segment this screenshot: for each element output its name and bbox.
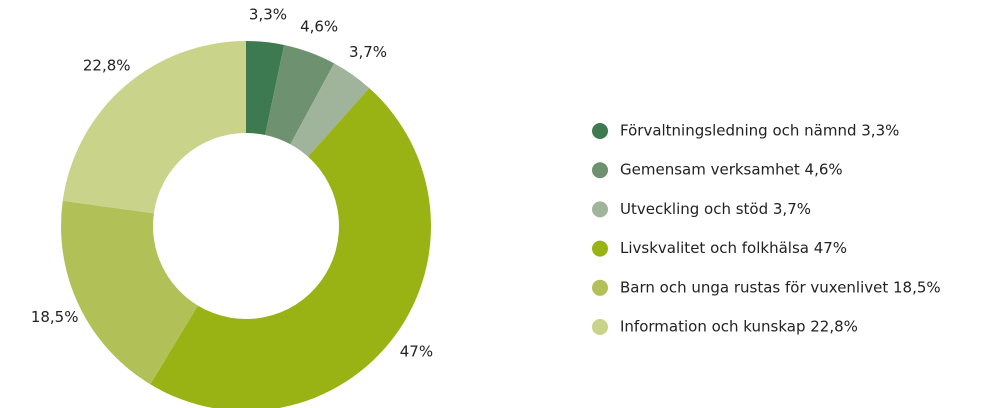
legend-label: Gemensam verksamhet 4,6% <box>620 161 843 179</box>
legend-label: Livskvalitet och folkhälsa 47% <box>620 239 847 257</box>
data-label: 4,6% <box>300 18 338 36</box>
data-label: 3,7% <box>349 43 387 61</box>
donut-slice <box>62 41 246 214</box>
legend-label: Utveckling och stöd 3,7% <box>620 200 811 218</box>
legend-label: Information och kunskap 22,8% <box>620 318 858 336</box>
donut-slice <box>290 63 370 157</box>
legend-label: Förvaltningsledning och nämnd 3,3% <box>620 122 899 140</box>
donut-slice <box>246 41 285 135</box>
data-label: 47% <box>400 343 433 361</box>
legend-marker <box>592 240 608 257</box>
data-label: 22,8% <box>83 57 131 75</box>
donut-slice <box>265 44 335 145</box>
legend-label: Barn och unga rustas för vuxenlivet 18,5… <box>620 278 941 296</box>
legend-marker <box>592 279 608 296</box>
legend-marker <box>592 201 608 218</box>
data-label: 18,5% <box>31 308 79 326</box>
data-label: 3,3% <box>249 6 287 24</box>
donut-slice <box>150 88 432 408</box>
legend-marker <box>592 123 608 139</box>
legend-marker <box>592 162 608 179</box>
legend-marker <box>592 319 608 335</box>
donut-slice <box>60 200 198 385</box>
